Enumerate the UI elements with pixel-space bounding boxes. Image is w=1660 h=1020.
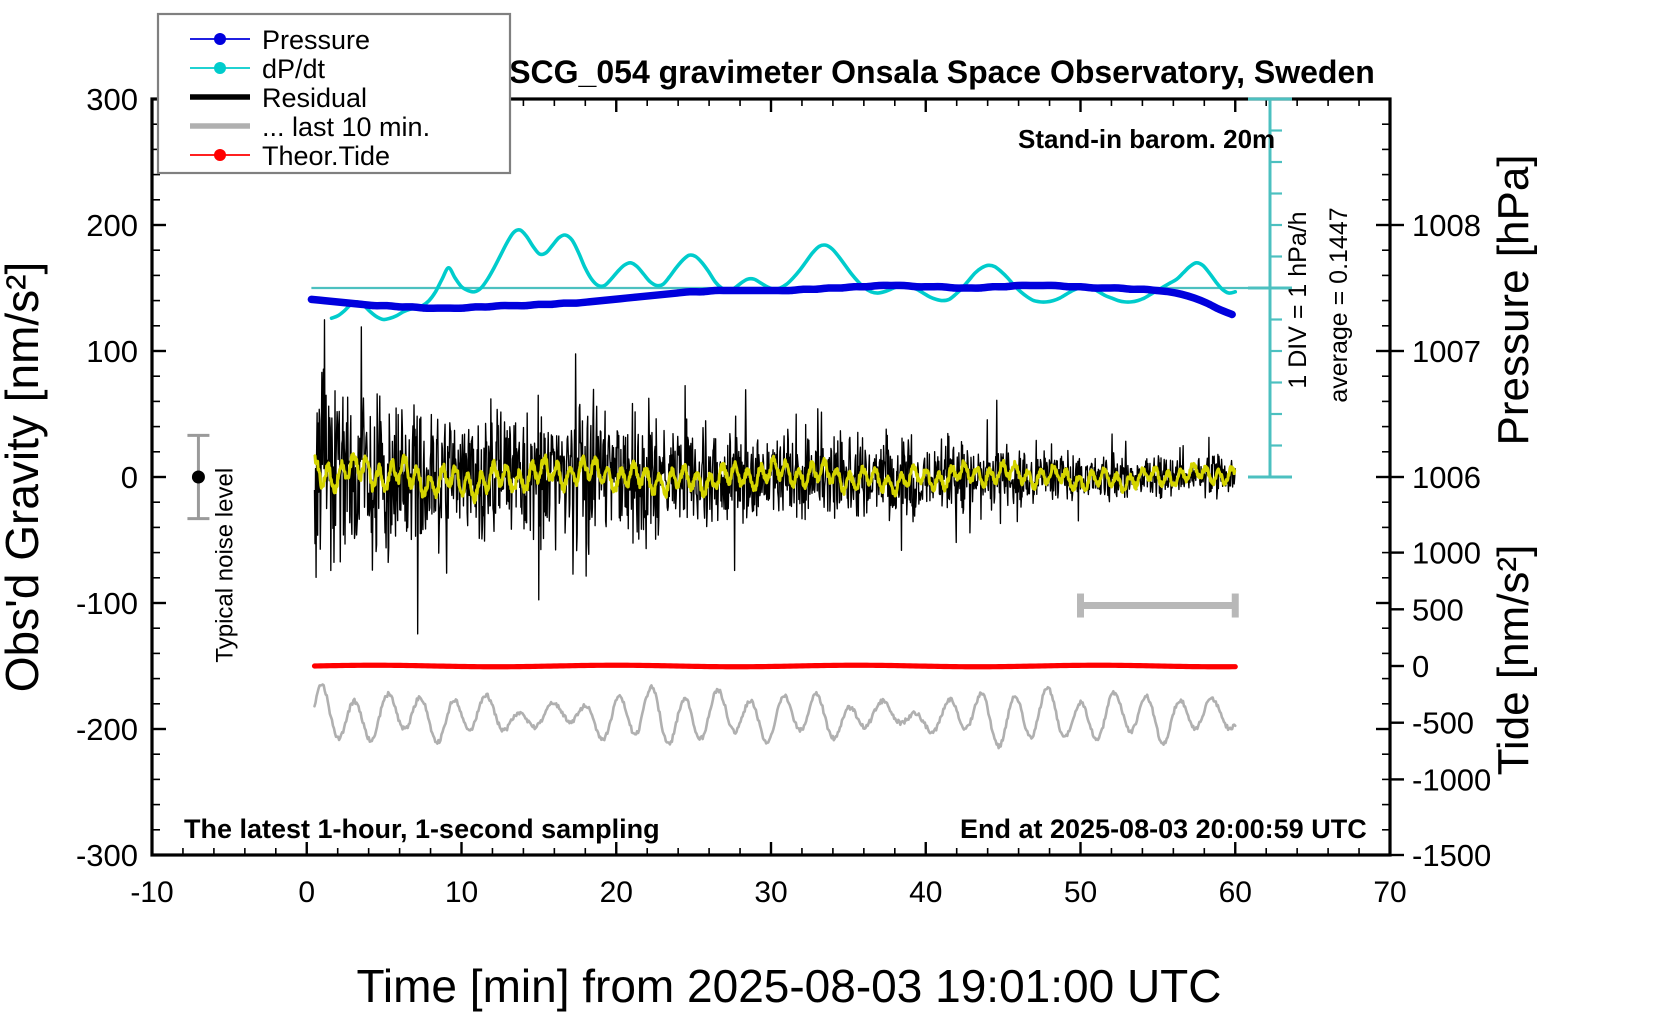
- y-tick-label: -300: [76, 838, 138, 873]
- series-pressure: [307, 281, 1236, 319]
- tide-tick-label: 0: [1412, 649, 1429, 684]
- x-tick-label: 60: [1219, 876, 1252, 909]
- legend-marker: [214, 33, 226, 45]
- series-residual-smoothed: [313, 452, 1237, 505]
- legend-item[interactable]: Pressure: [190, 25, 370, 55]
- y-tick-label: -100: [76, 586, 138, 621]
- noise-level-label: Typical noise level: [211, 468, 238, 663]
- x-tick-label: 40: [909, 876, 942, 909]
- plot-series-group: [307, 228, 1238, 750]
- x-tick-label: 70: [1373, 876, 1406, 909]
- y-tick-label: -200: [76, 712, 138, 747]
- pressure-tick-label: 1007: [1412, 334, 1481, 369]
- y-axis-title-tide: Tide [nm/s²]: [1489, 545, 1538, 776]
- x-tick-label: 20: [600, 876, 633, 909]
- y-axis-title-left: Obs'd Gravity [nm/s²]: [0, 262, 48, 693]
- x-tick-label: 50: [1064, 876, 1097, 909]
- tide-tick-label: -500: [1412, 706, 1474, 741]
- legend-label: dP/dt: [262, 54, 326, 84]
- end-time-label: End at 2025-08-03 20:00:59 UTC: [960, 814, 1367, 844]
- sampling-label: The latest 1-hour, 1-second sampling: [184, 814, 660, 844]
- y-tick-label: 200: [86, 208, 138, 243]
- legend-item[interactable]: Theor.Tide: [190, 141, 390, 171]
- x-tick-label: 30: [754, 876, 787, 909]
- chart-title: SCG_054 gravimeter Onsala Space Observat…: [509, 54, 1375, 90]
- dpdt-average-label: average = 0.1447: [1325, 207, 1353, 402]
- standin-barom-label: Stand-in barom. 20m: [1018, 124, 1275, 154]
- legend-marker: [214, 62, 226, 74]
- x-tick-label: 10: [445, 876, 478, 909]
- y-tick-label: 0: [121, 460, 138, 495]
- legend-label: Residual: [262, 83, 367, 113]
- x-axis-title: Time [min] from 2025-08-03 19:01:00 UTC: [357, 960, 1222, 1012]
- series-last-10-min: [313, 683, 1237, 750]
- y-tick-label: 100: [86, 334, 138, 369]
- pressure-tick-label: 1008: [1412, 208, 1481, 243]
- tide-tick-label: 1000: [1412, 536, 1481, 571]
- legend-label: ... last 10 min.: [262, 112, 430, 142]
- tide-tick-label: 500: [1412, 592, 1464, 627]
- tide-tick-label: -1500: [1412, 838, 1491, 873]
- series-residual: [313, 319, 1236, 635]
- y-tick-label: 300: [86, 82, 138, 117]
- legend-label: Pressure: [262, 25, 370, 55]
- x-tick-label: 0: [298, 876, 315, 909]
- legend-marker: [214, 149, 226, 161]
- legend-item[interactable]: ... last 10 min.: [190, 112, 430, 142]
- legend-item[interactable]: dP/dt: [190, 54, 326, 84]
- legend-item[interactable]: Residual: [190, 83, 367, 113]
- y-axis-title-pressure: Pressure [hPa]: [1489, 154, 1538, 445]
- tide-tick-label: -1000: [1412, 762, 1491, 797]
- dpdt-div-label: 1 DIV = 1 hPa/h: [1284, 211, 1312, 388]
- x-tick-label: -10: [130, 876, 173, 909]
- pressure-tick-label: 1006: [1412, 460, 1481, 495]
- series-theor-tide: [311, 662, 1238, 670]
- noise-level-dot: [191, 470, 205, 484]
- legend-label: Theor.Tide: [262, 141, 390, 171]
